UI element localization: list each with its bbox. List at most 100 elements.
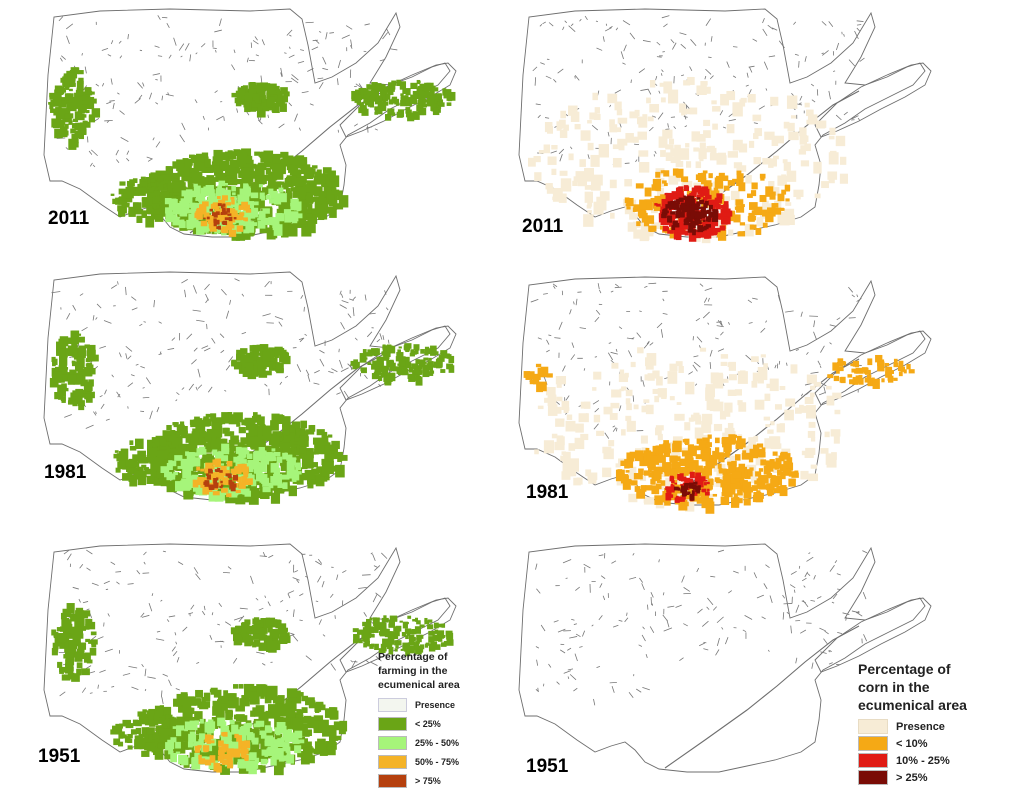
lake-mark [258, 607, 264, 611]
lake-mark [96, 303, 102, 309]
farming-cell-lt25 [418, 367, 423, 370]
farming-cell-lt25 [304, 460, 313, 469]
lake-mark [752, 38, 758, 42]
farming-cell-lt25 [211, 423, 220, 430]
farming-cell-lt25 [158, 184, 164, 190]
lake-mark [161, 697, 164, 705]
farming-cell-lt25 [138, 716, 148, 725]
lake-mark [267, 601, 271, 607]
farming-cell-50-75 [228, 229, 237, 237]
farming-cell-lt25 [265, 370, 272, 376]
farming-cell-lt25 [288, 432, 295, 441]
corn-cell-presence [610, 212, 615, 219]
corn-cell-gt25 [712, 209, 719, 217]
lake-mark [246, 57, 249, 63]
farming-cell-lt25 [133, 467, 139, 473]
farming-cell-lt25 [274, 87, 279, 90]
corn-cell-presence [560, 178, 572, 192]
farming-cell-25-50 [175, 741, 181, 749]
lake-mark [102, 83, 105, 87]
farming-cell-lt25 [183, 167, 190, 177]
farming-cell-lt25 [273, 89, 280, 98]
farming-cell-lt25 [152, 438, 160, 447]
farming-cell-lt25 [438, 623, 443, 628]
lake-mark [122, 673, 131, 676]
farming-cell-lt25 [259, 711, 269, 724]
farming-cell-lt25 [400, 93, 404, 97]
corn-cell-lt10 [649, 226, 654, 232]
lake-mark [196, 662, 200, 664]
farming-cell-lt25 [213, 149, 223, 163]
corn-cell-presence [790, 115, 797, 119]
lake-mark [768, 55, 776, 58]
farming-cell-lt25 [243, 101, 250, 108]
farming-cell-25-50 [245, 222, 253, 227]
farming-cell-25-50 [166, 462, 173, 471]
farming-cell-lt25 [71, 123, 81, 129]
corn-cell-lt10 [708, 182, 713, 187]
farming-cell-lt25 [242, 369, 250, 377]
lake-mark [602, 36, 605, 42]
farming-cell-50-75 [221, 488, 228, 493]
farming-cell-25-50 [297, 471, 302, 475]
farming-cell-50-75 [235, 216, 243, 221]
farming-cell-lt25 [75, 394, 83, 403]
lake-mark [298, 337, 304, 341]
farming-cell-lt25 [253, 371, 259, 377]
corn-cell-lt10 [663, 182, 668, 187]
farming-cell-25-50 [282, 482, 288, 489]
farming-cell-lt25 [132, 186, 140, 196]
corn-cell-10-25 [721, 220, 728, 225]
farming-cell-25-50 [295, 462, 302, 471]
farming-cell-lt25 [133, 454, 139, 462]
farming-cell-lt25 [256, 344, 264, 352]
farming-cell-lt25 [315, 196, 322, 204]
farming-cell-25-50 [261, 455, 268, 462]
farming-cell-lt25 [367, 101, 374, 107]
gaspe-outline [814, 62, 932, 138]
farming-cell-lt25 [272, 90, 277, 95]
farming-cell-lt25 [310, 424, 316, 432]
farming-cell-25-50 [247, 460, 253, 467]
farming-cell-gt75 [206, 216, 210, 220]
lake-mark [217, 623, 221, 626]
farming-cell-lt25 [170, 721, 179, 730]
farming-cell-25-50 [291, 478, 297, 482]
farming-cell-lt25 [258, 620, 263, 624]
farming-cell-lt25 [72, 399, 78, 407]
farming-cell-lt25 [427, 95, 435, 102]
corn-cell-presence [756, 217, 764, 227]
farming-cell-25-50 [250, 192, 259, 199]
farming-cell-lt25 [301, 194, 306, 200]
corn-cell-presence [814, 193, 821, 199]
farming-cell-lt25 [76, 662, 83, 669]
farming-cell-25-50 [214, 491, 224, 502]
farming-cell-lt25 [173, 472, 178, 478]
farming-cell-lt25 [210, 687, 218, 695]
farming-cell-gt75 [219, 470, 223, 473]
farming-cell-lt25 [280, 628, 287, 633]
corn-cell-presence [637, 131, 647, 140]
farming-cell-lt25 [128, 207, 135, 214]
farming-cell-lt25 [145, 198, 155, 207]
farming-cell-lt25 [195, 419, 206, 433]
farming-cell-50-75 [207, 214, 215, 224]
lake-mark [109, 100, 115, 102]
lake-mark [753, 122, 758, 124]
lake-mark [811, 99, 816, 103]
farming-cell-lt25 [416, 640, 420, 644]
lake-mark [771, 27, 778, 31]
farming-cell-gt75 [217, 203, 222, 207]
farming-cell-lt25 [259, 624, 265, 628]
farming-cell-lt25 [57, 348, 66, 355]
lake-mark [81, 53, 83, 56]
lake-mark [315, 600, 319, 603]
corn-cell-presence [709, 153, 720, 161]
farming-cell-50-75 [206, 739, 211, 744]
farming-cell-50-75 [244, 748, 249, 754]
farming-cell-lt25 [259, 637, 265, 641]
farming-cell-gt75 [222, 203, 226, 207]
farming-cell-lt25 [430, 85, 434, 89]
corn-cell-presence [633, 136, 639, 143]
farming-cell-lt25 [266, 214, 271, 218]
